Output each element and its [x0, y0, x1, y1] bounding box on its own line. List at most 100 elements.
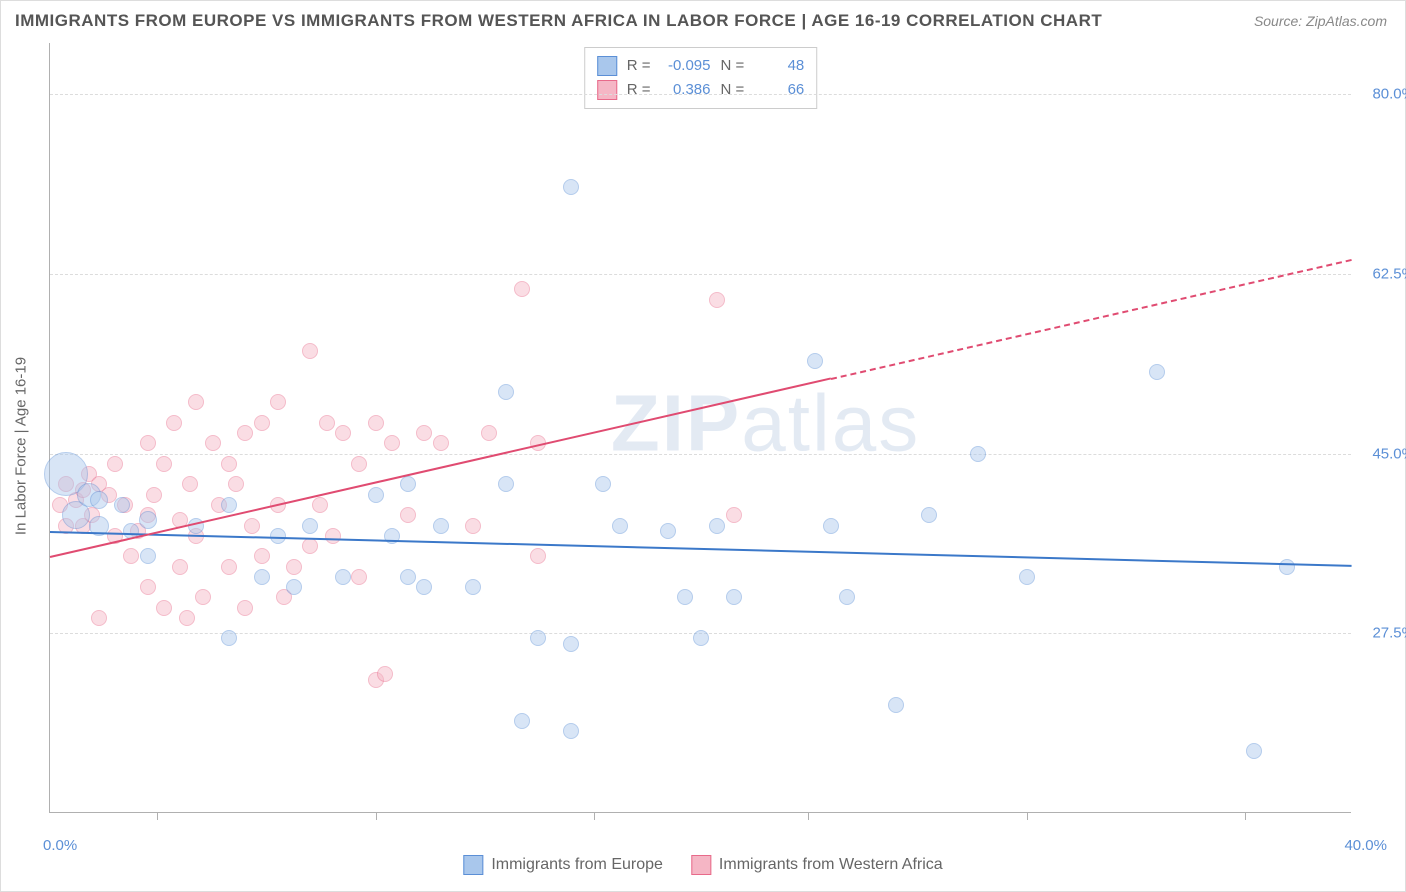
- chart-title: IMMIGRANTS FROM EUROPE VS IMMIGRANTS FRO…: [15, 11, 1102, 31]
- chart-container: IMMIGRANTS FROM EUROPE VS IMMIGRANTS FRO…: [0, 0, 1406, 892]
- swatch-europe: [597, 56, 617, 76]
- data-point: [221, 559, 237, 575]
- data-point: [368, 415, 384, 431]
- data-point: [195, 589, 211, 605]
- gridline-h: [50, 454, 1351, 455]
- data-point: [416, 425, 432, 441]
- n-value-wafrica: 66: [754, 78, 804, 102]
- n-label: N =: [721, 78, 745, 102]
- data-point: [156, 600, 172, 616]
- data-point: [221, 456, 237, 472]
- data-point: [237, 425, 253, 441]
- legend-item-europe: Immigrants from Europe: [463, 855, 663, 875]
- data-point: [90, 491, 108, 509]
- x-tick: [376, 812, 377, 820]
- plot-area: ZIPatlas R = -0.095 N = 48 R = 0.386 N =…: [49, 43, 1351, 813]
- x-tick: [157, 812, 158, 820]
- stats-legend: R = -0.095 N = 48 R = 0.386 N = 66: [584, 47, 818, 109]
- y-axis-title: In Labor Force | Age 16-19: [13, 357, 30, 535]
- data-point: [498, 476, 514, 492]
- x-tick-min: 0.0%: [43, 837, 77, 854]
- data-point: [286, 579, 302, 595]
- data-point: [465, 579, 481, 595]
- data-point: [107, 456, 123, 472]
- data-point: [182, 476, 198, 492]
- data-point: [302, 343, 318, 359]
- data-point: [254, 569, 270, 585]
- data-point: [823, 518, 839, 534]
- data-point: [351, 456, 367, 472]
- legend-label-europe: Immigrants from Europe: [491, 856, 663, 874]
- data-point: [254, 548, 270, 564]
- data-point: [563, 179, 579, 195]
- data-point: [514, 713, 530, 729]
- data-point: [123, 548, 139, 564]
- x-tick: [1027, 812, 1028, 820]
- data-point: [179, 610, 195, 626]
- source-attribution: Source: ZipAtlas.com: [1254, 13, 1387, 29]
- data-point: [368, 487, 384, 503]
- data-point: [807, 353, 823, 369]
- data-point: [921, 507, 937, 523]
- data-point: [325, 528, 341, 544]
- data-point: [1149, 364, 1165, 380]
- data-point: [530, 630, 546, 646]
- data-point: [244, 518, 260, 534]
- n-value-europe: 48: [754, 54, 804, 78]
- data-point: [114, 497, 130, 513]
- legend-swatch-wafrica: [691, 855, 711, 875]
- data-point: [302, 538, 318, 554]
- data-point: [839, 589, 855, 605]
- watermark: ZIPatlas: [611, 377, 920, 469]
- data-point: [140, 548, 156, 564]
- data-point: [400, 507, 416, 523]
- data-point: [205, 435, 221, 451]
- data-point: [481, 425, 497, 441]
- trend-line: [831, 259, 1352, 380]
- data-point: [726, 507, 742, 523]
- stats-row-europe: R = -0.095 N = 48: [597, 54, 805, 78]
- data-point: [709, 292, 725, 308]
- data-point: [286, 559, 302, 575]
- data-point: [677, 589, 693, 605]
- data-point: [237, 600, 253, 616]
- data-point: [156, 456, 172, 472]
- legend-swatch-europe: [463, 855, 483, 875]
- data-point: [335, 425, 351, 441]
- data-point: [416, 579, 432, 595]
- data-point: [1246, 743, 1262, 759]
- n-label: N =: [721, 54, 745, 78]
- data-point: [433, 435, 449, 451]
- data-point: [91, 610, 107, 626]
- data-point: [709, 518, 725, 534]
- data-point: [595, 476, 611, 492]
- legend-label-wafrica: Immigrants from Western Africa: [719, 856, 943, 874]
- x-tick: [594, 812, 595, 820]
- data-point: [563, 636, 579, 652]
- data-point: [384, 435, 400, 451]
- data-point: [498, 384, 514, 400]
- bottom-legend: Immigrants from Europe Immigrants from W…: [463, 855, 942, 875]
- data-point: [146, 487, 162, 503]
- x-tick: [808, 812, 809, 820]
- data-point: [726, 589, 742, 605]
- x-tick-max: 40.0%: [1344, 837, 1387, 854]
- data-point: [302, 518, 318, 534]
- data-point: [140, 579, 156, 595]
- data-point: [221, 630, 237, 646]
- data-point: [693, 630, 709, 646]
- x-tick: [1245, 812, 1246, 820]
- data-point: [433, 518, 449, 534]
- data-point: [465, 518, 481, 534]
- data-point: [612, 518, 628, 534]
- data-point: [530, 548, 546, 564]
- r-label: R =: [627, 78, 651, 102]
- data-point: [140, 435, 156, 451]
- stats-row-wafrica: R = 0.386 N = 66: [597, 78, 805, 102]
- data-point: [514, 281, 530, 297]
- data-point: [312, 497, 328, 513]
- data-point: [1019, 569, 1035, 585]
- data-point: [400, 569, 416, 585]
- data-point: [970, 446, 986, 462]
- y-tick-label: 45.0%: [1372, 445, 1406, 462]
